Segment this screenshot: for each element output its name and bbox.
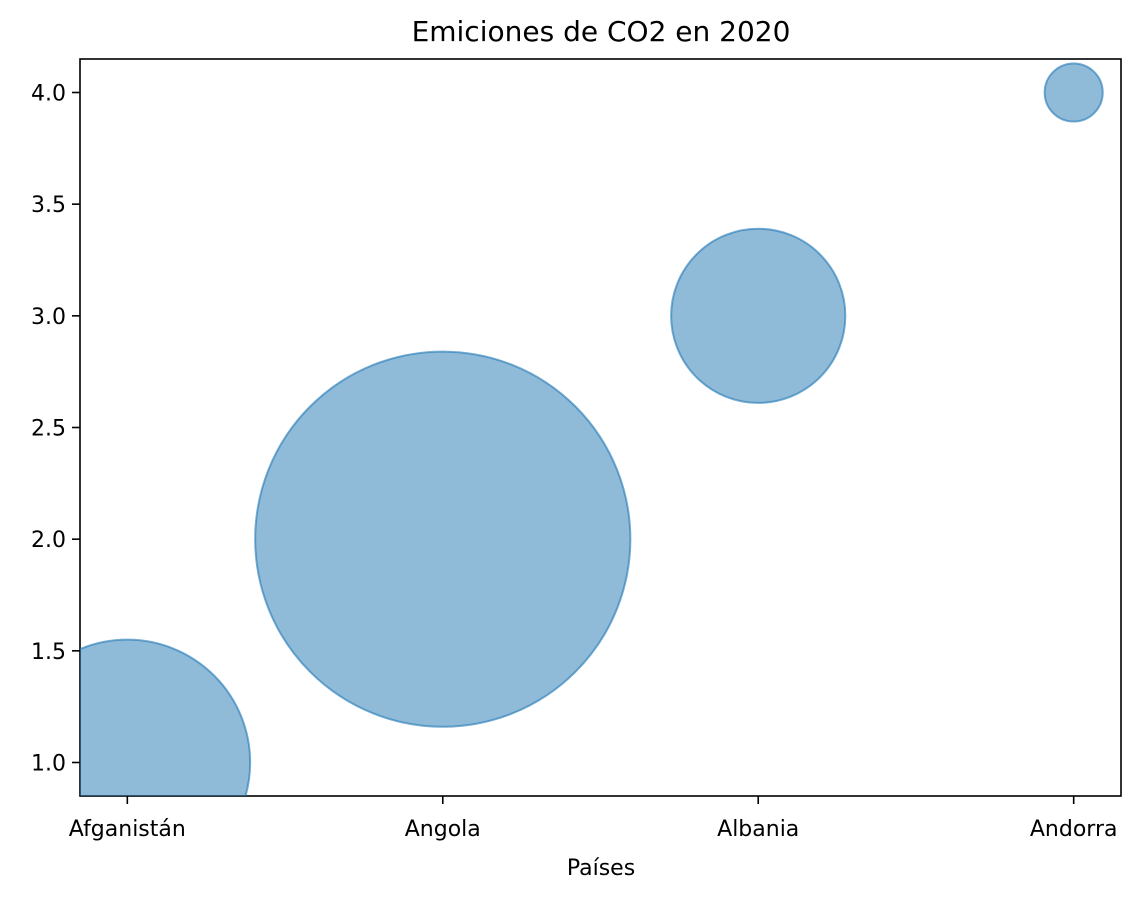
plot-area-frame	[79, 58, 1122, 797]
bubble-3	[670, 227, 847, 404]
y-tick-label: 2.5	[31, 417, 66, 442]
bubble-2	[254, 350, 632, 728]
x-axis-label: Países	[567, 856, 635, 881]
x-tick-label: Afganistán	[69, 817, 186, 842]
bubble-4	[1043, 62, 1104, 123]
x-tick-label: Albania	[717, 817, 799, 842]
x-tick-label: Angola	[405, 817, 481, 842]
y-tick-label: 3.0	[31, 305, 66, 330]
x-axis-ticks: Afganistán Angola Albania Andorra	[69, 796, 1118, 842]
y-tick-label: 1.0	[31, 752, 66, 777]
y-tick-label: 2.0	[31, 528, 66, 553]
chart-title: Emiciones de CO2 en 2020	[412, 15, 791, 48]
y-axis-ticks: 1.0 1.5 2.0 2.5 3.0 3.5 4.0	[31, 82, 80, 777]
y-tick-label: 3.5	[31, 193, 66, 218]
y-tick-label: 4.0	[31, 82, 66, 107]
bubble-1	[80, 638, 252, 796]
bubbles-layer	[80, 62, 1104, 796]
y-tick-label: 1.5	[31, 640, 66, 665]
x-tick-label: Andorra	[1030, 817, 1118, 842]
